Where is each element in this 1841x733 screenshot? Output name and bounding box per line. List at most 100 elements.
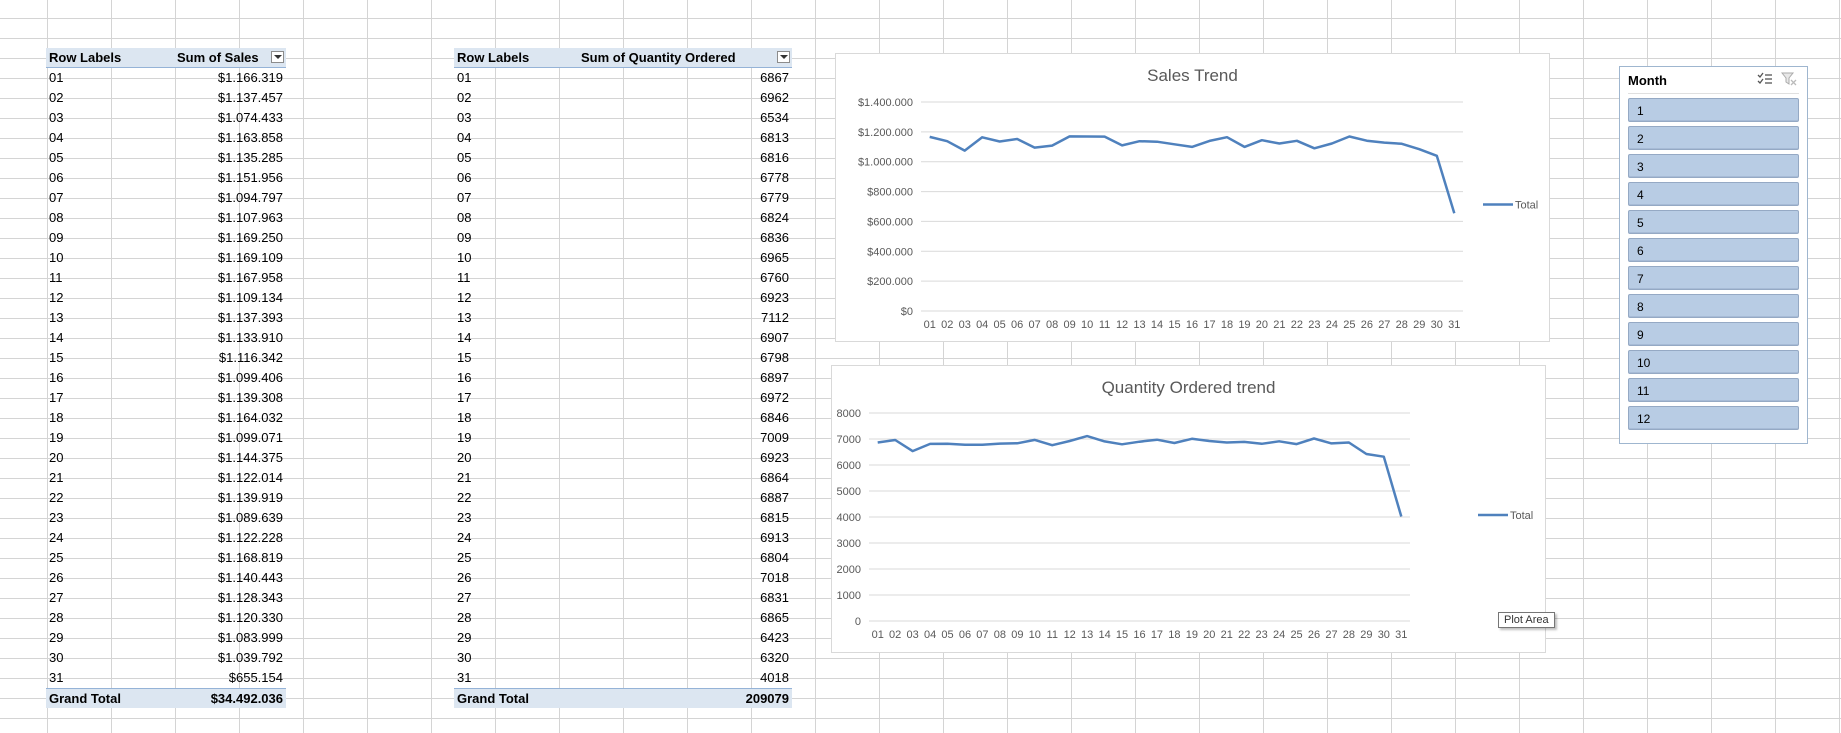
- row-label-cell[interactable]: 10: [457, 250, 472, 265]
- value-cell[interactable]: 6907: [760, 330, 789, 345]
- row-label-cell[interactable]: 19: [49, 430, 64, 445]
- row-label-cell[interactable]: 06: [457, 170, 472, 185]
- slicer-item-8[interactable]: 8: [1628, 294, 1799, 318]
- value-cell[interactable]: $1.140.443: [217, 570, 283, 585]
- value-cell[interactable]: $1.137.457: [217, 90, 283, 105]
- row-label-cell[interactable]: 17: [457, 390, 472, 405]
- row-label-cell[interactable]: 03: [457, 110, 472, 125]
- row-label-cell[interactable]: 04: [457, 130, 472, 145]
- value-cell[interactable]: $1.107.963: [217, 210, 283, 225]
- slicer-item-4[interactable]: 4: [1628, 182, 1799, 206]
- value-cell[interactable]: 6816: [760, 150, 789, 165]
- row-label-cell[interactable]: 07: [457, 190, 472, 205]
- slicer-item-12[interactable]: 12: [1628, 406, 1799, 430]
- value-cell[interactable]: 4018: [760, 670, 789, 685]
- value-cell[interactable]: $1.164.032: [217, 410, 283, 425]
- value-cell[interactable]: $1.128.343: [217, 590, 283, 605]
- value-cell[interactable]: 6867: [760, 70, 789, 85]
- value-cell[interactable]: $1.109.134: [217, 290, 283, 305]
- value-cell[interactable]: 6923: [760, 450, 789, 465]
- value-cell[interactable]: $1.169.250: [217, 230, 283, 245]
- value-cell[interactable]: 6865: [760, 610, 789, 625]
- value-cell[interactable]: $1.099.071: [217, 430, 283, 445]
- row-label-cell[interactable]: 12: [49, 290, 64, 305]
- value-cell[interactable]: 6815: [760, 510, 789, 525]
- value-cell[interactable]: 6897: [760, 370, 789, 385]
- value-cell[interactable]: 7112: [761, 310, 789, 325]
- value-cell[interactable]: 6534: [760, 110, 789, 125]
- series-line-total[interactable]: [877, 434, 1403, 517]
- quantity-trend-plot[interactable]: 0 1000 2000 3000 4000 5000 6000 7000 8000 01 02 03 0…: [832, 366, 1545, 652]
- sales-pivot-table[interactable]: Row Labels Sum of Sales 01 $1.166.319 02 $1…: [46, 48, 286, 708]
- row-label-cell[interactable]: 27: [457, 590, 472, 605]
- value-cell[interactable]: 6864: [760, 470, 789, 485]
- value-cell[interactable]: 6972: [760, 390, 789, 405]
- row-label-cell[interactable]: 22: [49, 490, 64, 505]
- row-label-cell[interactable]: 11: [49, 270, 63, 285]
- row-label-cell[interactable]: 14: [49, 330, 64, 345]
- row-label-cell[interactable]: 30: [49, 650, 64, 665]
- value-cell[interactable]: $1.167.958: [217, 270, 283, 285]
- chart-title[interactable]: Sales Trend: [1147, 66, 1238, 85]
- value-cell[interactable]: 6887: [760, 490, 789, 505]
- value-cell[interactable]: 6804: [760, 550, 789, 565]
- value-cell[interactable]: $1.089.639: [217, 510, 283, 525]
- value-cell[interactable]: $1.144.375: [217, 450, 283, 465]
- value-cell[interactable]: $1.074.433: [217, 110, 283, 125]
- grand-total-value[interactable]: 209079: [578, 688, 792, 708]
- legend-label[interactable]: Total: [1510, 510, 1533, 522]
- value-cell[interactable]: $1.099.406: [217, 370, 283, 385]
- row-label-cell[interactable]: 15: [49, 350, 64, 365]
- row-label-cell[interactable]: 21: [457, 470, 472, 485]
- row-label-cell[interactable]: 04: [49, 130, 64, 145]
- sales-trend-chart[interactable]: Sales Trend $0 $200.000 $400.000 $600.000 $8…: [835, 53, 1550, 342]
- value-cell[interactable]: $1.122.228: [217, 530, 283, 545]
- slicer-item-6[interactable]: 6: [1628, 238, 1799, 262]
- sum-of-sales-header[interactable]: Sum of Sales: [174, 48, 286, 68]
- row-label-cell[interactable]: 29: [457, 630, 472, 645]
- series-line-total[interactable]: [929, 135, 1456, 214]
- multi-select-icon[interactable]: [1757, 72, 1773, 86]
- value-cell[interactable]: $1.166.319: [217, 70, 283, 85]
- row-label-cell[interactable]: 18: [49, 410, 64, 425]
- value-cell[interactable]: 6965: [760, 250, 789, 265]
- slicer-item-7[interactable]: 7: [1628, 266, 1799, 290]
- row-label-cell[interactable]: 16: [457, 370, 472, 385]
- slicer-item-1[interactable]: 1: [1628, 98, 1799, 122]
- value-cell[interactable]: 6913: [760, 530, 789, 545]
- slicer-item-11[interactable]: 11: [1628, 378, 1799, 402]
- row-label-cell[interactable]: 16: [49, 370, 64, 385]
- grand-total-label[interactable]: Grand Total: [46, 688, 174, 708]
- value-cell[interactable]: 7018: [760, 570, 789, 585]
- value-cell[interactable]: $1.168.819: [217, 550, 283, 565]
- value-cell[interactable]: 6962: [760, 90, 789, 105]
- value-cell[interactable]: 7009: [760, 430, 789, 445]
- row-label-cell[interactable]: 05: [457, 150, 472, 165]
- row-label-cell[interactable]: 21: [49, 470, 64, 485]
- row-label-cell[interactable]: 08: [49, 210, 64, 225]
- slicer-item-5[interactable]: 5: [1628, 210, 1799, 234]
- row-label-cell[interactable]: 10: [49, 250, 64, 265]
- row-label-cell[interactable]: 14: [457, 330, 472, 345]
- value-cell[interactable]: $1.151.956: [217, 170, 283, 185]
- quantity-pivot-table[interactable]: Row Labels Sum of Quantity Ordered 01 686…: [454, 48, 792, 708]
- slicer-item-2[interactable]: 2: [1628, 126, 1799, 150]
- row-label-cell[interactable]: 20: [49, 450, 64, 465]
- row-label-cell[interactable]: 08: [457, 210, 472, 225]
- row-label-cell[interactable]: 29: [49, 630, 64, 645]
- row-label-cell[interactable]: 11: [457, 270, 471, 285]
- row-label-cell[interactable]: 23: [457, 510, 472, 525]
- row-label-cell[interactable]: 24: [49, 530, 64, 545]
- row-label-cell[interactable]: 02: [49, 90, 64, 105]
- row-label-cell[interactable]: 23: [49, 510, 64, 525]
- row-label-cell[interactable]: 28: [457, 610, 472, 625]
- row-label-cell[interactable]: 06: [49, 170, 64, 185]
- month-slicer[interactable]: Month 1 2 3 4 5 6 7 8 9 10 11 12: [1619, 66, 1808, 444]
- chart-title[interactable]: Quantity Ordered trend: [1101, 378, 1276, 397]
- row-label-cell[interactable]: 05: [49, 150, 64, 165]
- legend-label[interactable]: Total: [1515, 200, 1538, 212]
- row-label-cell[interactable]: 09: [457, 230, 472, 245]
- row-label-cell[interactable]: 22: [457, 490, 472, 505]
- value-cell[interactable]: 6923: [760, 290, 789, 305]
- row-label-cell[interactable]: 01: [49, 70, 64, 85]
